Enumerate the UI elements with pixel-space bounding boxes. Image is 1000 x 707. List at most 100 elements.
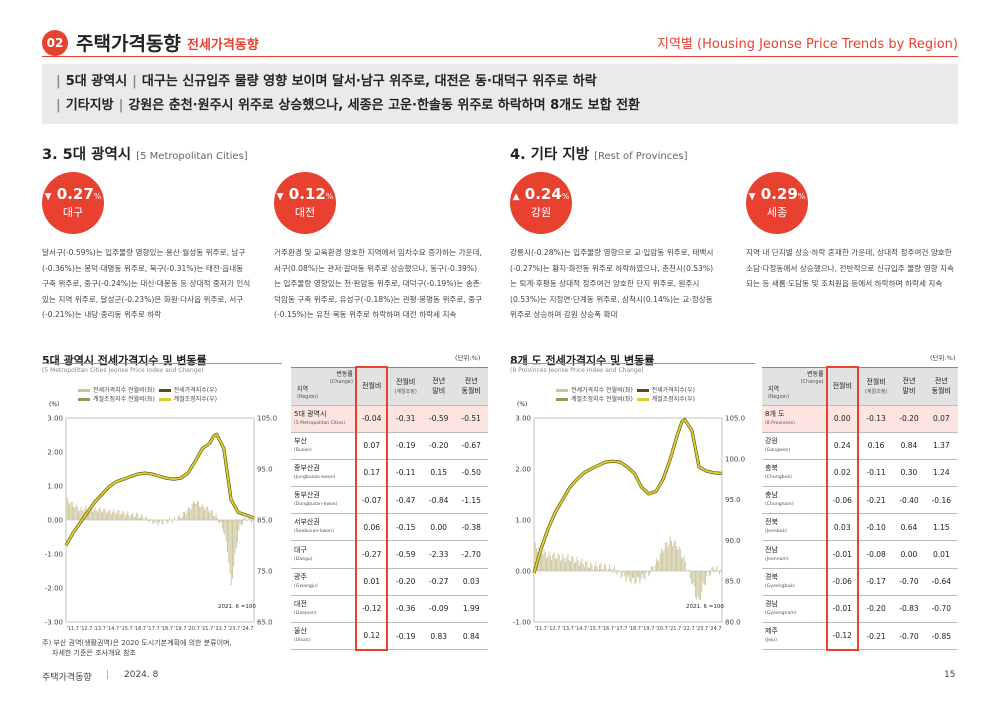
change-bar	[663, 550, 665, 571]
table-cell-value: -0.19	[387, 622, 423, 651]
y-left-tick-label: 0.00	[515, 568, 531, 576]
change-bar	[89, 506, 91, 520]
change-bar	[558, 554, 560, 571]
x-tick-label: '22.7	[682, 626, 695, 632]
change-bar	[660, 548, 662, 571]
change-bar	[589, 567, 590, 571]
summary-row: | 기타지방 | 강원은 춘천·원주시 위주로 상승했으나, 세종은 고운·한솔동 위…	[56, 98, 640, 113]
footer-date: 2024. 8	[124, 670, 159, 680]
change-bar	[70, 501, 72, 520]
table-cell-value: 0.24	[825, 432, 859, 460]
change-bar	[206, 506, 208, 520]
table-unit: (단위:%)	[930, 354, 956, 362]
change-bar	[653, 570, 655, 571]
table-row: 충북 (Chungbuk) 0.02 -0.11 0.30 1.24	[762, 459, 958, 488]
change-bar	[71, 501, 73, 520]
change-bar	[645, 571, 647, 574]
change-bar	[219, 520, 221, 523]
down-arrow-icon: ▼	[276, 192, 284, 202]
table-cell-value: -0.21	[857, 486, 894, 515]
change-bar	[163, 520, 165, 521]
change-bar	[234, 520, 236, 554]
x-tick-label: '21.7	[201, 626, 214, 632]
change-bar	[197, 502, 199, 520]
change-bar	[185, 514, 187, 520]
change-bar	[229, 520, 231, 574]
table-cell-value: -0.19	[387, 432, 423, 460]
table-cell-value: 0.01	[924, 540, 958, 569]
legend-item: 계절조정지수(우)	[173, 396, 217, 403]
y-left-tick-label: -1.00	[513, 619, 531, 627]
y-left-tick-label: 3.00	[47, 415, 63, 423]
table-cell-value: -0.50	[454, 459, 488, 488]
change-bar	[138, 518, 140, 520]
table-row: 경북 (Gyeongbuk) -0.06 -0.17 -0.70 -0.64	[762, 568, 958, 596]
table-cell-value: -0.31	[387, 405, 423, 433]
change-bar	[74, 507, 76, 520]
change-bar	[697, 571, 699, 597]
y-left-tick-label: -1.00	[45, 551, 63, 559]
table-cell-value: -0.70	[893, 622, 925, 651]
change-circle: ▲ 0.24% 강원	[510, 172, 572, 234]
table-row: 대구 (Daegu) -0.27 -0.59 -2.33 -2.70	[291, 540, 488, 569]
change-bar	[73, 506, 74, 520]
change-bar	[602, 569, 604, 571]
table-cell-region: 경남 (Gyeongnam)	[762, 595, 827, 624]
footnote: 주) 부산 권역(생활권역)은 2020 도시기본계획에 의한 분류이며, 자세…	[42, 639, 232, 657]
change-bar	[253, 518, 255, 520]
change-bar	[133, 516, 135, 520]
legend-item: 계절조정지수 전월비(좌)	[93, 396, 155, 403]
table-cell-value: 1.37	[924, 432, 958, 460]
table-cell-value: -0.84	[423, 486, 455, 515]
change-bar	[705, 571, 706, 585]
table-header-cell: 전월비 (계절조정)	[857, 366, 894, 406]
table-cell-value: -0.70	[893, 568, 925, 596]
table-unit: (단위:%)	[455, 354, 481, 362]
change-bar	[595, 561, 597, 571]
table-cell-value: -0.08	[857, 540, 894, 569]
x-tick-label: '20.7	[187, 626, 200, 632]
change-bar	[711, 567, 713, 571]
change-bar	[79, 509, 81, 520]
change-bar	[105, 513, 107, 520]
section-number: 02	[42, 30, 68, 56]
change-bar	[563, 558, 565, 571]
y-right-tick-label: 65.0	[257, 619, 273, 627]
change-bar	[90, 507, 92, 520]
table-row: 8개 도 (8 Provinces) 0.00 -0.13 -0.20 0.07	[762, 405, 958, 433]
table-row: 전북 (Jeonbuk) 0.03 -0.10 0.64 1.15	[762, 513, 958, 542]
table-cell-region: 8개 도 (8 Provinces)	[762, 405, 827, 433]
right-section-title: 4. 기타 지방 [Rest of Provinces]	[510, 147, 688, 163]
x-tick-label: '24.7	[709, 626, 722, 632]
change-bar	[192, 500, 194, 520]
region-description: 달서구(-0.59%)는 입주물량 영향있는 용산·월성동 위주로, 남구(-0…	[42, 248, 251, 319]
change-bar	[230, 520, 232, 586]
table-cell-region: 5대 광역시 (5 Metropolitan Cities)	[291, 405, 356, 433]
table-cell-region: 충남 (Chungnam)	[762, 486, 827, 515]
table-cell-value: -0.70	[924, 595, 958, 624]
change-bar	[113, 508, 115, 520]
table-cell-value: 0.84	[454, 622, 488, 651]
table-row: 경남 (Gyeongnam) -0.01 -0.20 -0.83 -0.70	[762, 595, 958, 624]
table-cell-value: 0.07	[354, 432, 389, 460]
table-cell-region: 중부산권 (Jungbusan-kwon)	[291, 459, 356, 488]
change-bar	[176, 520, 178, 521]
change-bar	[168, 518, 170, 520]
change-bar	[650, 566, 652, 571]
change-bar	[195, 503, 197, 520]
table-cell-value: 0.15	[423, 459, 455, 488]
chart-plot-area: 3.00 2.00 1.00 0.00 -1.00 105.0 100.0 95.0 90.0 8…	[513, 415, 745, 633]
change-bar	[221, 520, 223, 529]
change-bar	[629, 571, 631, 582]
change-bar	[692, 571, 694, 583]
table-cell-value: -0.59	[387, 540, 423, 569]
change-bar	[110, 514, 112, 520]
chart-title: 5대 광역시 전세가격지수 및 변동률	[42, 354, 207, 367]
change-bar	[80, 506, 82, 520]
table-row: 전남 (Jeonnam) -0.01 -0.08 0.00 0.01	[762, 540, 958, 569]
change-bar	[534, 542, 536, 571]
legend-item: 전세가격지수(우)	[651, 387, 695, 394]
change-bar	[691, 571, 693, 585]
y-right-tick-label: 75.0	[257, 568, 273, 576]
data-table: 변동률 (Change) 지역 (Region) 전월비 전월비 (계절조정) 전년 말비 전…	[291, 366, 488, 651]
